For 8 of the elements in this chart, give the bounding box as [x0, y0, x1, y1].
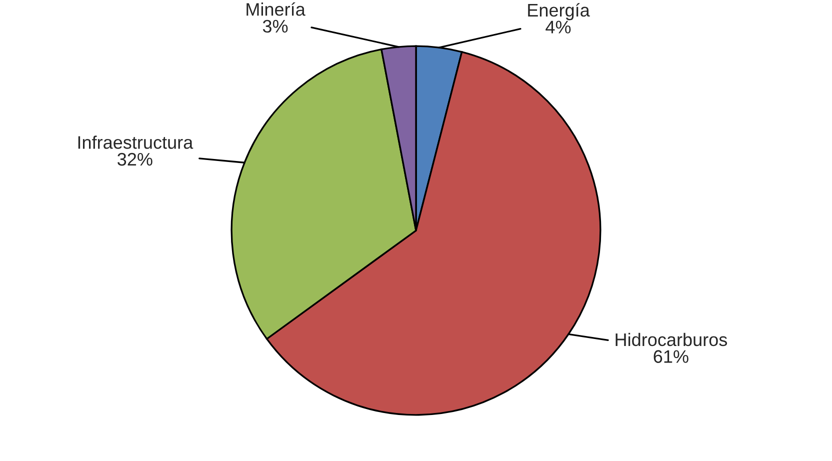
data-label: 32%: [118, 152, 152, 166]
data-label: 3%: [262, 20, 288, 33]
slice-label: Minería: [246, 2, 306, 16]
data-label: 61%: [654, 350, 688, 363]
slice-label: Hidrocarburos: [616, 332, 728, 346]
slice-label: Infraestructura: [78, 136, 194, 149]
slice-label: Energía: [528, 3, 590, 20]
data-label: 4%: [546, 20, 571, 34]
